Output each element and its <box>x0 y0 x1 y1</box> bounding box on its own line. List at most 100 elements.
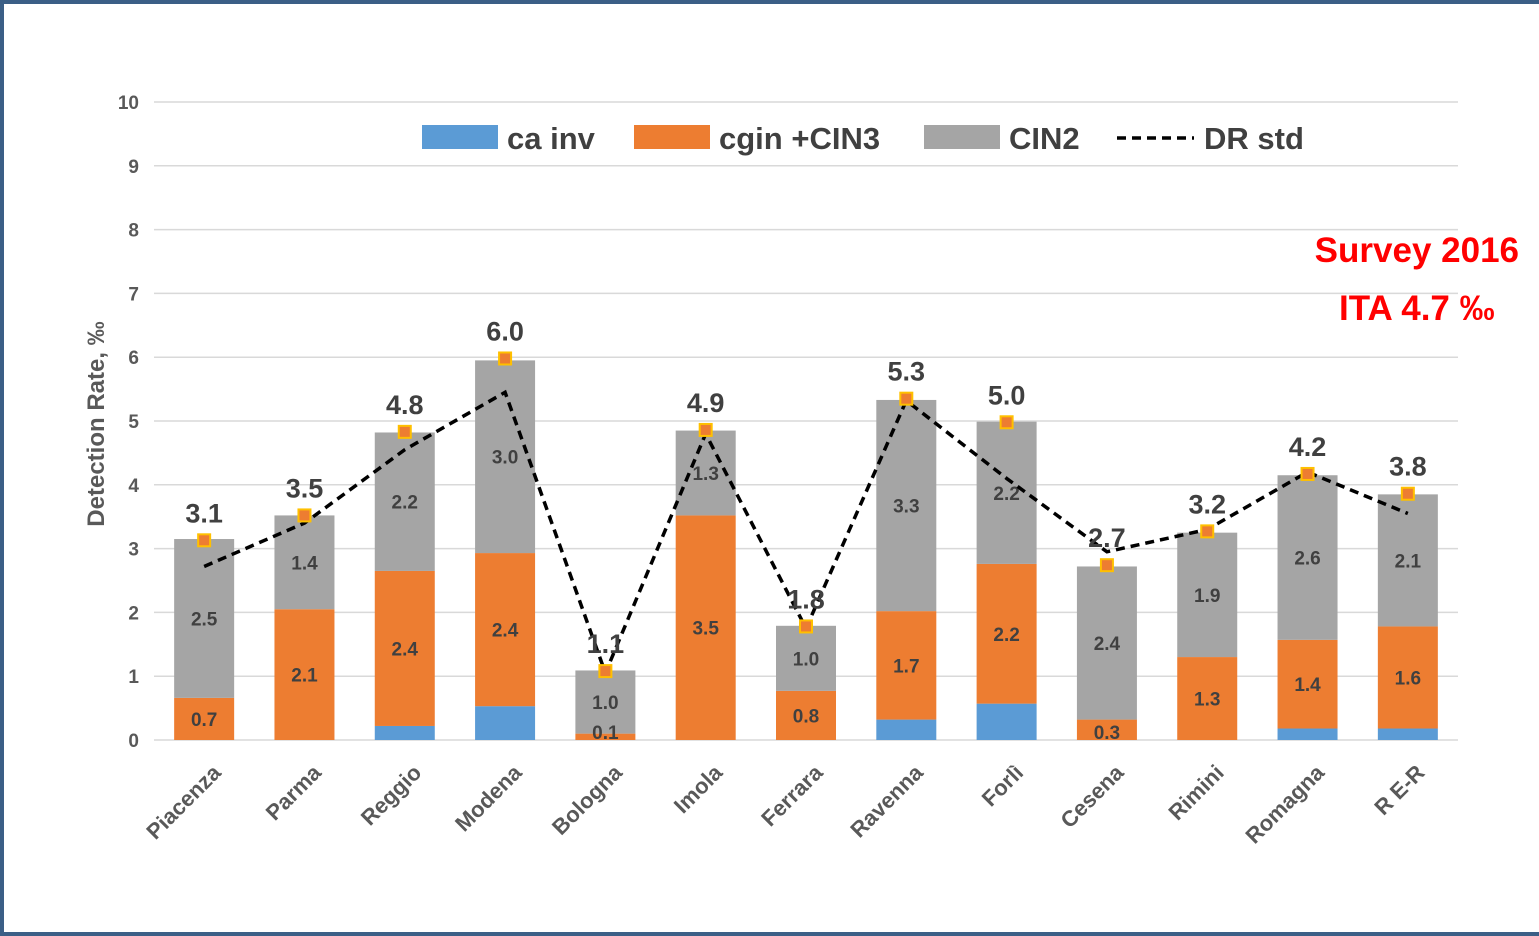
segment-value-label: 0.7 <box>191 710 217 731</box>
total-value-label: 6.0 <box>486 316 524 346</box>
total-marker <box>999 415 1014 430</box>
total-marker <box>1200 524 1215 539</box>
segment-value-label: 1.7 <box>893 656 919 677</box>
bar-segment <box>1377 494 1438 627</box>
bar-segment <box>1377 728 1438 740</box>
legend-label: ca inv <box>507 121 596 156</box>
bar-segment <box>876 719 937 740</box>
segment-value-label: 2.4 <box>492 621 519 642</box>
category-label: Cesena <box>1055 759 1129 833</box>
category-label: Rimini <box>1164 760 1229 825</box>
segment-value-label: 2.1 <box>291 666 318 687</box>
y-axis-label: Detection Rate, ‰ <box>83 321 110 526</box>
segment-value-label: 0.3 <box>1094 723 1120 744</box>
category-label: Bologna <box>547 759 627 839</box>
bar-segment <box>1177 657 1238 740</box>
y-tick-label: 10 <box>118 93 139 114</box>
y-tick-label: 8 <box>128 221 139 242</box>
segment-labels: 0.7 2.5 2.1 1.4 2.4 2.2 2.4 3.0 0.1 1.0 3.5 1.3 0.8 1… <box>191 448 1422 744</box>
bar-segment <box>274 609 335 740</box>
bar-segment <box>475 706 536 740</box>
y-tick-label: 1 <box>128 667 139 688</box>
legend-label: CIN2 <box>1009 121 1080 156</box>
legend-label: cgin +CIN3 <box>719 121 880 156</box>
bars <box>174 360 1438 740</box>
y-tick-label: 0 <box>128 731 139 752</box>
total-marker <box>899 391 914 406</box>
bar-segment <box>1277 475 1338 640</box>
total-value-label: 4.8 <box>386 390 424 420</box>
category-label: Ravenna <box>845 759 928 842</box>
segment-value-label: 2.1 <box>1395 551 1422 572</box>
bar-segment <box>1277 728 1338 740</box>
y-tick-label: 2 <box>128 603 139 624</box>
bar-segment <box>1377 626 1438 729</box>
y-tick-label: 6 <box>128 348 139 369</box>
y-tick-label: 7 <box>128 284 139 305</box>
category-label: Imola <box>669 759 728 818</box>
segment-value-label: 1.0 <box>592 693 618 714</box>
total-value-label: 3.5 <box>286 473 324 503</box>
bar-segment <box>876 399 937 612</box>
bar-segment <box>976 563 1037 704</box>
category-label: Reggio <box>356 760 426 830</box>
total-marker <box>1300 466 1315 481</box>
segment-value-label: 2.2 <box>993 484 1019 505</box>
legend-swatch <box>634 125 710 149</box>
y-tick-label: 9 <box>128 157 139 178</box>
total-marker <box>799 619 813 634</box>
bar-segment <box>575 670 636 734</box>
category-label: Modena <box>450 759 527 836</box>
bar-segment <box>1277 639 1338 729</box>
bar-segment <box>374 725 435 740</box>
y-tick-label: 3 <box>128 540 139 561</box>
y-axis-ticks: 0 1 2 3 4 5 6 7 8 9 10 <box>118 93 140 752</box>
segment-value-label: 3.3 <box>893 497 919 518</box>
bar-segment <box>675 515 736 740</box>
segment-value-label: 1.0 <box>793 649 819 670</box>
segment-value-label: 1.3 <box>692 464 718 485</box>
survey-annotation: Survey 2016 ITA 4.7 ‰ <box>1315 222 1519 338</box>
segment-value-label: 1.9 <box>1194 586 1220 607</box>
total-value-label: 3.2 <box>1188 489 1226 519</box>
segment-value-label: 2.2 <box>392 493 418 514</box>
x-axis-categories: Piacenza Parma Reggio Modena Bologna Imola Fer… <box>141 759 1429 848</box>
bar-segment <box>374 432 435 571</box>
segment-value-label: 1.3 <box>1194 690 1220 711</box>
bar-segment <box>475 553 536 707</box>
bar-segment <box>575 733 636 740</box>
survey-annotation-line-2: ITA 4.7 ‰ <box>1339 289 1495 328</box>
bar-segment <box>976 421 1037 564</box>
total-marker <box>297 508 312 523</box>
total-value-label: 2.7 <box>1088 523 1126 553</box>
total-value-label: 5.0 <box>988 380 1026 410</box>
bar-segment <box>776 625 836 691</box>
y-tick-label: 5 <box>128 412 139 433</box>
gridlines <box>154 101 1458 741</box>
segment-value-label: 2.4 <box>1094 634 1121 655</box>
total-value-label: 3.1 <box>185 498 223 528</box>
survey-annotation-line-1: Survey 2016 <box>1314 231 1519 270</box>
total-value-label: 3.8 <box>1389 452 1427 482</box>
legend-swatch <box>924 125 1000 149</box>
total-marker <box>1400 486 1415 501</box>
total-marker <box>397 424 412 439</box>
total-marker <box>498 351 513 366</box>
bar-segment <box>776 690 836 740</box>
segment-value-label: 3.5 <box>692 619 719 640</box>
bar-segment <box>1076 566 1137 720</box>
total-marker <box>1099 558 1114 573</box>
total-value-label: 4.2 <box>1289 432 1327 462</box>
legend-swatch <box>422 125 498 149</box>
total-marker <box>698 422 713 437</box>
total-labels: 3.1 3.5 4.8 6.0 1.1 4.9 1.8 5.3 5.0 2.7 3.2 4.2 3.8 <box>185 316 1426 659</box>
segment-value-label: 2.5 <box>191 609 218 630</box>
total-value-label: 1.8 <box>787 584 825 614</box>
segment-value-label: 3.0 <box>492 448 518 469</box>
segment-value-label: 1.4 <box>291 553 318 574</box>
bar-segment <box>1076 719 1137 740</box>
category-label: Piacenza <box>141 759 226 844</box>
legend-label: DR std <box>1204 121 1304 156</box>
segment-value-label: 2.4 <box>392 639 419 660</box>
